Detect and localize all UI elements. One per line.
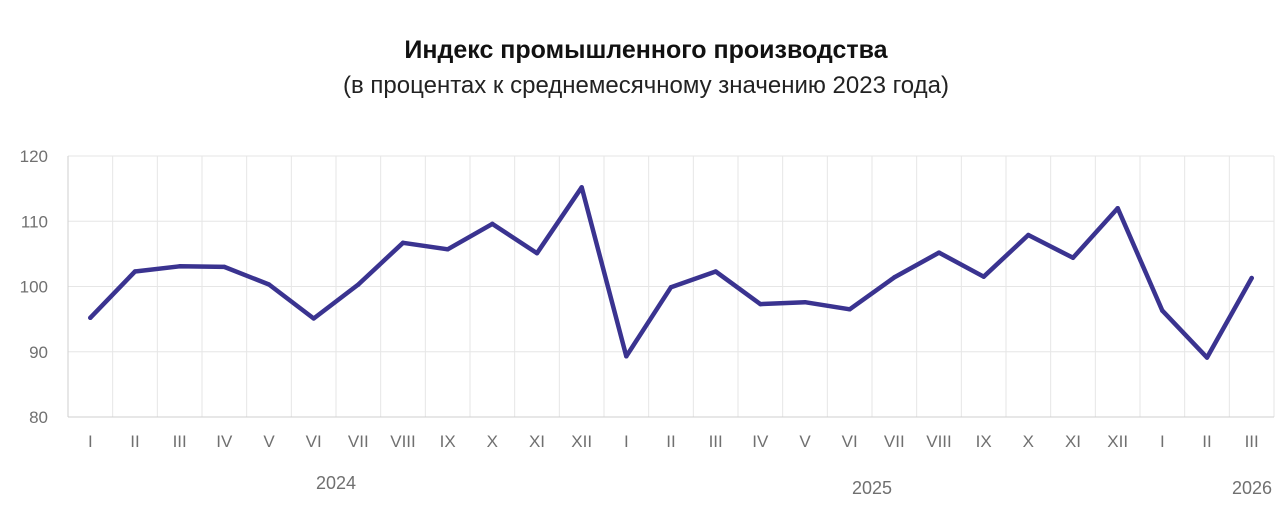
x-tick-label: VII bbox=[348, 432, 369, 451]
data-point bbox=[132, 269, 138, 274]
data-point bbox=[177, 264, 182, 269]
y-tick-label: 100 bbox=[20, 278, 48, 297]
data-point bbox=[1115, 206, 1120, 211]
x-tick-label: IV bbox=[752, 432, 769, 451]
data-point bbox=[579, 185, 584, 190]
data-point bbox=[1249, 275, 1254, 281]
year-label: 2026 bbox=[1232, 478, 1272, 498]
data-point bbox=[222, 264, 227, 270]
data-point bbox=[356, 282, 361, 287]
x-tick-label: IV bbox=[216, 432, 233, 451]
data-point bbox=[490, 221, 495, 227]
x-tick-label: XII bbox=[571, 432, 592, 451]
x-tick-label: III bbox=[173, 432, 187, 451]
data-point bbox=[1026, 232, 1031, 238]
data-point bbox=[802, 299, 808, 305]
data-point bbox=[88, 315, 93, 321]
x-tick-label: II bbox=[1202, 432, 1211, 451]
x-tick-label: I bbox=[88, 432, 93, 451]
data-point bbox=[847, 307, 852, 312]
x-tick-label: XI bbox=[529, 432, 545, 451]
x-tick-label: V bbox=[263, 432, 275, 451]
data-point bbox=[1070, 255, 1076, 260]
data-point bbox=[668, 284, 674, 290]
year-label: 2025 bbox=[852, 478, 892, 498]
y-tick-label: 80 bbox=[29, 408, 48, 427]
data-point bbox=[266, 282, 272, 287]
x-tick-label: IX bbox=[440, 432, 456, 451]
data-point bbox=[713, 269, 718, 274]
data-point bbox=[892, 275, 897, 280]
y-tick-label: 110 bbox=[21, 212, 48, 231]
x-tick-label: V bbox=[799, 432, 811, 451]
x-tick-label: X bbox=[487, 432, 498, 451]
x-tick-label: X bbox=[1023, 432, 1034, 451]
x-tick-label: III bbox=[709, 432, 723, 451]
data-point bbox=[624, 354, 629, 359]
data-point bbox=[400, 240, 406, 245]
data-point bbox=[1204, 355, 1210, 360]
y-tick-label: 90 bbox=[29, 343, 48, 362]
x-tick-label: III bbox=[1245, 432, 1259, 451]
x-tick-label: II bbox=[130, 432, 139, 451]
x-tick-label: XII bbox=[1107, 432, 1128, 451]
x-tick-label: I bbox=[1160, 432, 1165, 451]
x-tick-label: VIII bbox=[390, 432, 416, 451]
x-tick-label: XI bbox=[1065, 432, 1081, 451]
data-point bbox=[445, 247, 450, 252]
series-line bbox=[88, 185, 1254, 360]
data-point bbox=[1160, 308, 1165, 313]
data-point bbox=[534, 251, 540, 256]
x-tick-label: VII bbox=[884, 432, 905, 451]
chart-title: Индекс промышленного производства bbox=[404, 36, 888, 64]
x-tick-label: VI bbox=[306, 432, 322, 451]
data-point bbox=[981, 274, 986, 279]
data-point bbox=[758, 301, 763, 307]
year-label: 2024 bbox=[316, 473, 356, 493]
x-tick-label: VI bbox=[842, 432, 858, 451]
data-point bbox=[311, 316, 316, 321]
y-tick-label: 120 bbox=[20, 147, 48, 166]
x-tick-label: II bbox=[666, 432, 675, 451]
x-tick-label: VIII bbox=[926, 432, 952, 451]
x-tick-label: IX bbox=[976, 432, 992, 451]
x-tick-label: I bbox=[624, 432, 629, 451]
chart-subtitle: (в процентах к среднемесячному значению … bbox=[343, 72, 949, 99]
data-point bbox=[936, 250, 942, 255]
